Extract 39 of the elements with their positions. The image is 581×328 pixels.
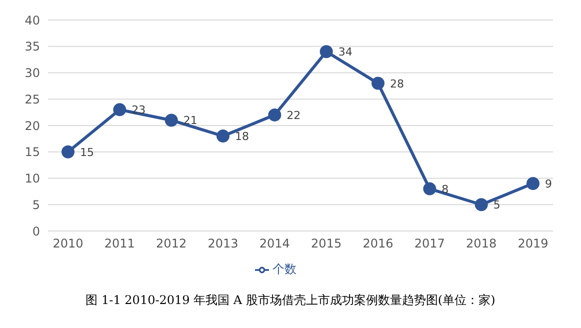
- y-tick-label: 30: [24, 66, 40, 80]
- x-tick-label: 2014: [259, 236, 290, 251]
- point: [216, 130, 230, 143]
- x-tick-label: 2011: [104, 236, 135, 251]
- point: [268, 108, 282, 122]
- x-tick-label: 2017: [414, 236, 445, 251]
- data-label: 22: [286, 108, 301, 122]
- y-tick-label: 35: [24, 40, 40, 54]
- y-tick-label: 25: [24, 92, 40, 106]
- y-tick-label: 10: [24, 172, 40, 186]
- y-tick-label: 0: [32, 224, 40, 238]
- legend-label: 个数: [272, 262, 296, 276]
- point: [62, 145, 74, 158]
- data-label: 15: [80, 146, 94, 159]
- x-tick-label: 2018: [466, 236, 497, 251]
- x-tick-label: 2015: [311, 236, 342, 251]
- y-tick-label: 15: [24, 145, 40, 160]
- y-tick-label: 40: [24, 13, 40, 28]
- x-tick-label: 2012: [156, 236, 187, 251]
- data-label: 5: [493, 198, 500, 212]
- x-tick-label: 2019: [518, 236, 548, 251]
- x-tick-label: 2013: [208, 236, 238, 251]
- y-tick-label: 5: [32, 198, 40, 212]
- point: [164, 114, 178, 127]
- point: [474, 198, 488, 212]
- point: [113, 103, 126, 116]
- y-tick-label: 20: [24, 118, 40, 133]
- data-label: 18: [235, 130, 249, 144]
- point: [526, 177, 540, 190]
- data-label: 9: [545, 178, 552, 191]
- point: [423, 182, 436, 196]
- point: [372, 76, 384, 90]
- data-label: 34: [338, 46, 352, 59]
- data-label: 28: [390, 77, 404, 90]
- point: [320, 45, 333, 58]
- caption: 图 1-1 2010-2019 年我国 A 股市场借壳上市成功案例数量趋势图(单位：家): [84, 292, 496, 309]
- x-tick-label: 2016: [362, 236, 394, 251]
- data-label: 21: [183, 114, 198, 128]
- x-tick-label: 2010: [52, 236, 84, 251]
